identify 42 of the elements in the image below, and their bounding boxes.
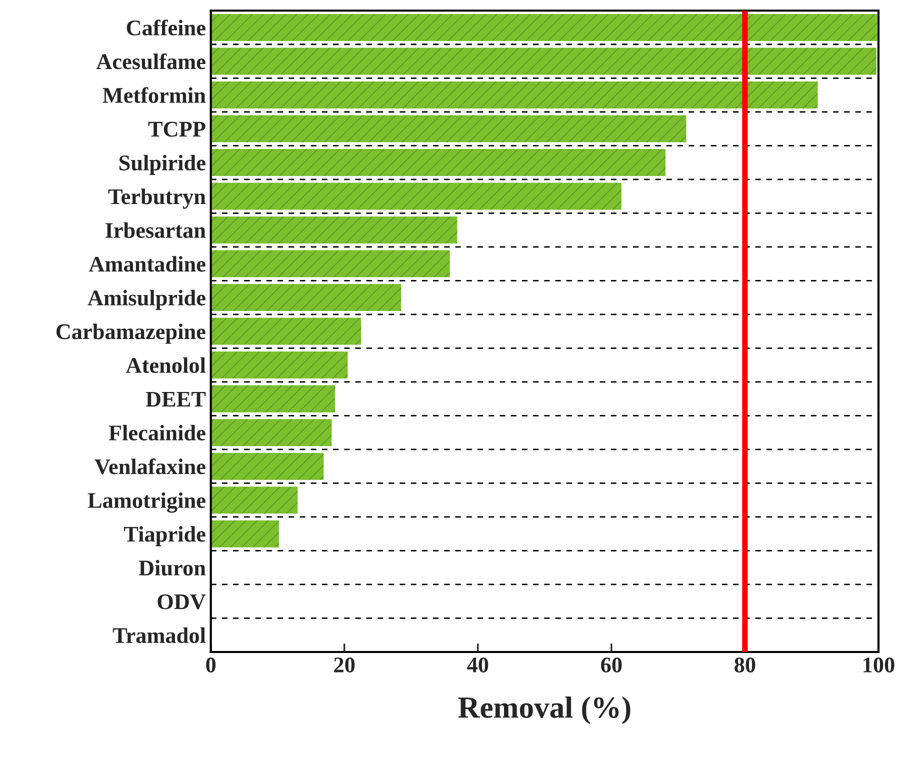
y-tick-label: DEET (146, 392, 206, 407)
bar (210, 250, 450, 278)
bar (210, 385, 336, 412)
x-tick-label: 80 (734, 657, 756, 672)
bar (210, 520, 279, 548)
bar (210, 82, 818, 109)
y-tick-label: Terbutryn (108, 188, 206, 209)
y-tick-label: Tramadol (112, 627, 206, 644)
x-axis-title: Removal (%) (458, 696, 630, 724)
y-tick-label: ODV (158, 594, 206, 610)
bar (210, 452, 324, 480)
bar (210, 216, 458, 244)
y-tick-label: Acesulfame (96, 53, 206, 70)
x-tick-label: 100 (864, 657, 894, 672)
bar (210, 352, 348, 379)
x-tick-label: 60 (601, 657, 622, 672)
bar (210, 14, 878, 42)
y-tick-label: Metformin (102, 87, 206, 103)
bar (210, 48, 876, 75)
y-tick-label: Carbamazepine (56, 324, 206, 344)
bar (210, 149, 666, 176)
x-tick-label: 20 (334, 657, 355, 672)
y-tick-label: Amisulpride (88, 290, 206, 310)
y-tick-label: Lamotrigine (88, 492, 206, 513)
bar (210, 115, 686, 142)
y-tick-label: Atenolol (126, 357, 206, 373)
y-tick-label: Amantadine (88, 256, 206, 272)
x-tick-label: 40 (467, 657, 488, 672)
y-tick-label: Caffeine (126, 20, 206, 36)
y-tick-label: TCPP (148, 122, 206, 137)
y-tick-label: Tiapride (124, 526, 206, 546)
bar (210, 284, 402, 312)
y-tick-label: Flecainide (108, 424, 206, 440)
y-tick-label: Irbesartan (105, 222, 206, 238)
x-tick-label: 0 (206, 657, 216, 672)
bar (210, 419, 332, 446)
y-tick-label: Venlafaxine (94, 458, 206, 474)
y-tick-label: Sulpiride (119, 154, 206, 175)
bar (210, 182, 622, 210)
y-tick-label: Diuron (138, 560, 206, 576)
bar (210, 318, 362, 345)
bar (210, 486, 298, 514)
